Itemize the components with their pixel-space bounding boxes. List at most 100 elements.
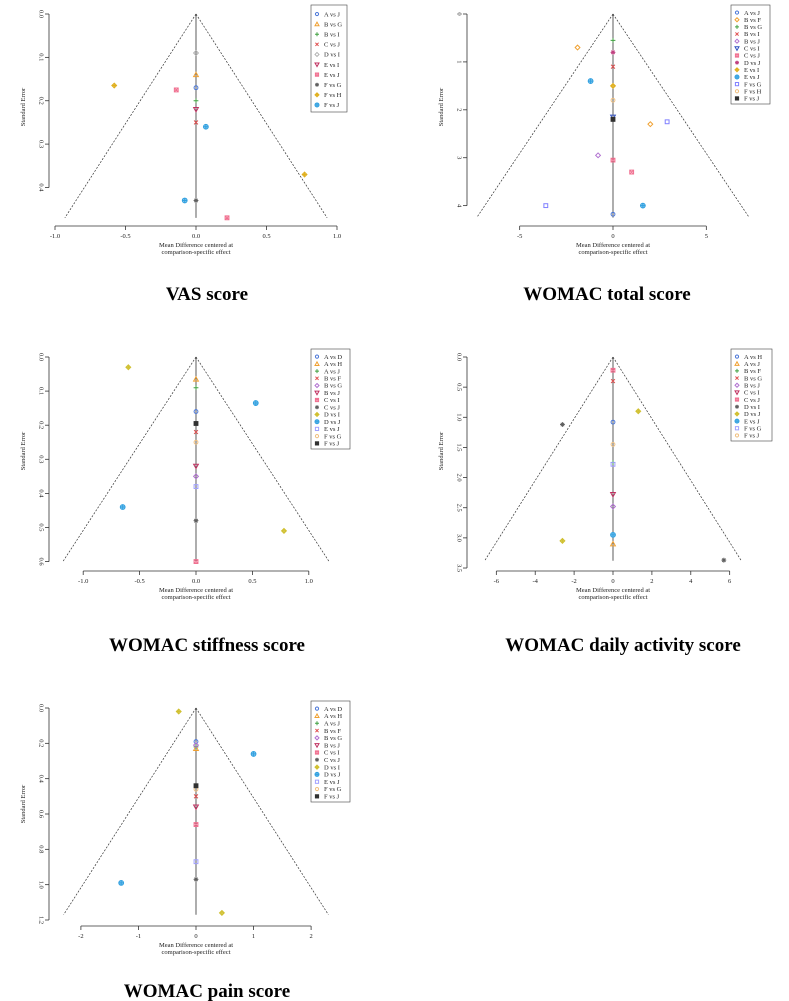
x-axis-label: comparison-specific effect <box>579 594 648 601</box>
legend-entry-label: A vs H <box>324 361 342 368</box>
legend-entry-label: B vs J <box>744 38 760 45</box>
legend-entry-label: B vs J <box>324 390 340 397</box>
legend-marker <box>314 397 320 403</box>
data-point <box>610 419 616 425</box>
y-tick-label: 3.5 <box>456 564 463 572</box>
legend-marker <box>314 794 320 799</box>
data-point <box>574 44 581 51</box>
y-tick-label: 0.2 <box>38 739 45 747</box>
legend-entry-label: F vs H <box>324 92 342 99</box>
data-point <box>280 527 288 535</box>
legend-marker <box>734 74 740 80</box>
y-tick-label: 0.0 <box>38 10 45 18</box>
legend-marker <box>315 82 319 87</box>
data-point <box>609 492 617 498</box>
legend-entry-label: D vs J <box>324 772 341 779</box>
x-tick-label: 1 <box>252 933 255 940</box>
data-point <box>202 123 209 130</box>
funnel-left-line <box>63 707 197 915</box>
legend-marker <box>735 368 739 373</box>
x-tick-label: 5 <box>705 233 708 240</box>
legend-entry-label: B vs G <box>324 383 342 390</box>
y-tick-label: 0.3 <box>38 140 45 148</box>
y-tick-label: 0.4 <box>38 489 45 498</box>
y-tick-label: 0 <box>456 12 463 15</box>
legend-entry-label: C vs J <box>744 53 760 60</box>
data-point <box>635 408 642 415</box>
legend-marker <box>315 757 319 762</box>
legend-marker <box>314 750 320 755</box>
legend-marker <box>315 721 319 726</box>
legend-entry-label: C vs I <box>744 46 760 53</box>
x-tick-label: 0 <box>611 233 614 240</box>
y-tick-label: 3 <box>456 156 463 159</box>
legend-box <box>730 348 773 442</box>
y-tick-label: 1 <box>456 60 463 63</box>
data-point <box>193 385 199 391</box>
data-point <box>193 421 199 426</box>
data-point <box>119 504 126 510</box>
x-tick-label: 1.0 <box>305 578 313 585</box>
data-point <box>629 169 635 175</box>
y-tick-label: 0.1 <box>38 387 45 395</box>
legend-marker <box>734 382 740 388</box>
legend-marker <box>315 728 319 733</box>
legend-entry-label: D vs I <box>324 764 340 771</box>
legend-entry-label: B vs I <box>324 31 340 38</box>
legend-marker <box>734 82 740 87</box>
y-tick-label: 4 <box>456 204 463 208</box>
legend-marker <box>735 404 739 409</box>
data-point <box>192 473 200 480</box>
x-tick-label: -0.5 <box>134 578 144 585</box>
data-point <box>193 198 199 203</box>
legend-marker <box>734 426 740 431</box>
legend-entry-label: D vs I <box>744 404 760 411</box>
legend-marker <box>734 433 740 438</box>
x-tick-label: 2 <box>650 578 653 585</box>
legend-entry-label: B vs G <box>324 735 342 742</box>
data-point <box>610 116 616 122</box>
data-point <box>193 439 199 445</box>
data-point <box>193 794 199 799</box>
x-tick-label: -0.5 <box>120 233 130 240</box>
y-tick-label: 0.1 <box>38 53 45 61</box>
funnel-left-line <box>476 13 614 218</box>
x-axis-label: Mean Difference centered at <box>159 942 233 949</box>
data-point <box>609 82 617 89</box>
legend-marker <box>314 434 320 439</box>
legend-entry-label: A vs D <box>324 706 342 713</box>
legend-marker <box>315 405 319 410</box>
legend-marker <box>314 92 320 98</box>
data-point <box>193 98 199 104</box>
legend-marker <box>734 46 740 52</box>
legend-entry-label: B vs F <box>324 376 341 383</box>
legend-marker <box>314 419 320 425</box>
data-point <box>610 37 616 43</box>
x-tick-label: 0.5 <box>262 233 270 240</box>
data-point <box>543 203 549 209</box>
funnel-right-line <box>612 356 742 561</box>
data-point <box>192 71 200 78</box>
x-tick-label: 2 <box>309 933 312 940</box>
y-tick-label: 0.0 <box>456 353 463 361</box>
x-tick-label: -1.0 <box>50 233 60 240</box>
legend-entry-label: E vs J <box>324 72 340 79</box>
data-point <box>193 484 199 489</box>
data-point <box>559 537 566 544</box>
x-tick-label: 0 <box>611 578 614 585</box>
legend-marker <box>314 706 320 711</box>
legend-marker <box>314 21 320 27</box>
data-point <box>609 540 617 547</box>
y-tick-label: 1.0 <box>456 413 463 421</box>
legend-entry-label: C vs I <box>744 390 760 397</box>
data-point <box>193 859 199 865</box>
x-tick-label: 0 <box>194 933 197 940</box>
data-point <box>192 463 200 470</box>
legend-marker <box>734 53 740 58</box>
data-point <box>664 119 670 125</box>
legend-marker <box>314 51 320 58</box>
legend-entry-label: A vs H <box>324 713 342 720</box>
x-axis-label: Mean Difference centered at <box>159 242 233 249</box>
legend-marker <box>734 397 740 402</box>
data-point <box>111 82 118 89</box>
